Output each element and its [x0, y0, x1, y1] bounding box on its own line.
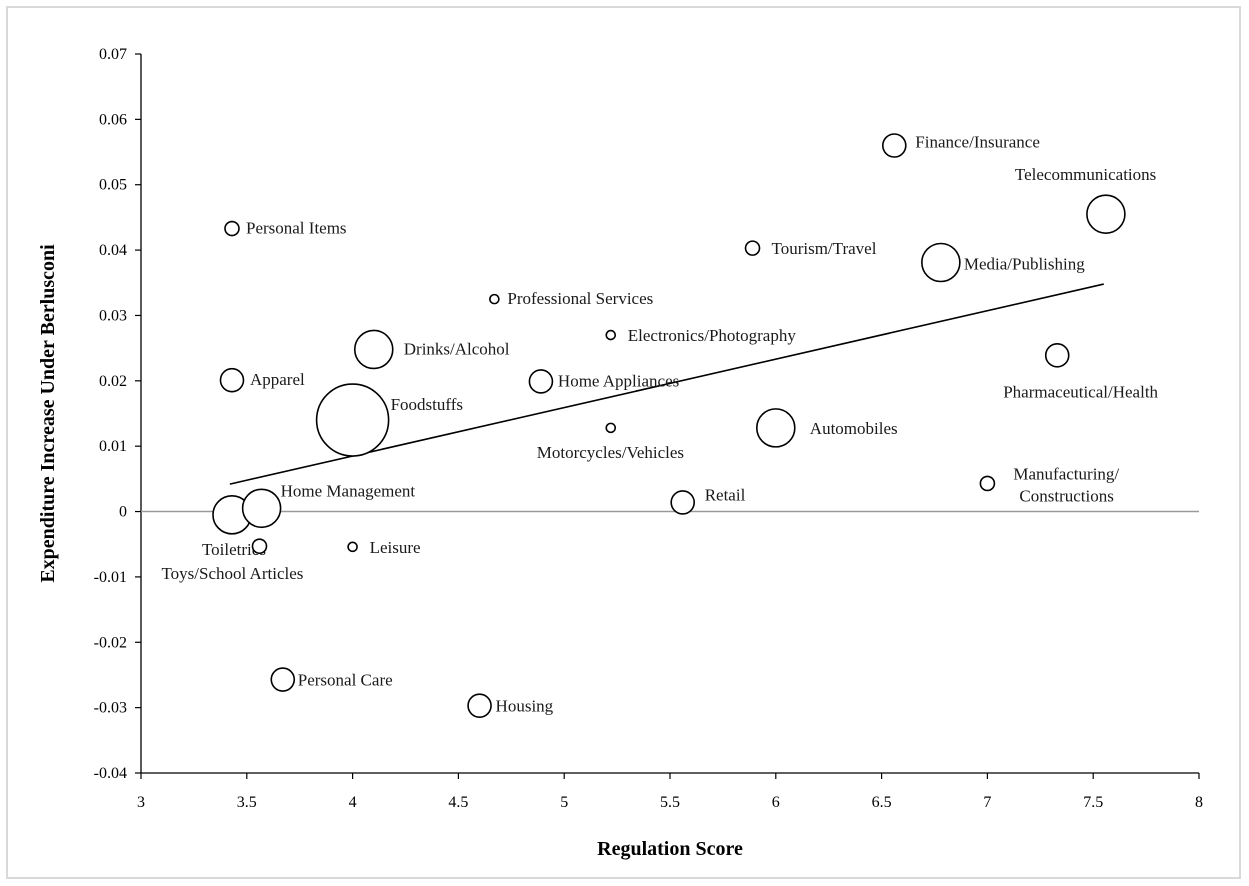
data-point — [605, 422, 617, 434]
data-point — [467, 693, 492, 718]
y-tick-label: 0.07 — [99, 46, 127, 63]
data-point-label: Telecommunications — [1015, 165, 1156, 184]
y-axis-title: Expenditure Increase Under Berlusconi — [37, 244, 59, 583]
y-tick-label: -0.02 — [94, 634, 127, 651]
data-point-label: Apparel — [250, 370, 305, 389]
data-point-label: Pharmaceutical/Health — [1003, 382, 1158, 401]
data-point-label: Personal Items — [246, 219, 347, 238]
data-point — [353, 329, 394, 370]
data-point — [270, 667, 296, 692]
data-point-label: Media/Publishing — [964, 255, 1085, 274]
data-point-label: Home Appliances — [558, 371, 679, 390]
y-tick-label: 0.01 — [99, 438, 127, 455]
y-tick-label: -0.01 — [94, 569, 127, 586]
data-point-label: Leisure — [370, 538, 421, 557]
data-point-label: Foodstuffs — [391, 395, 463, 414]
data-point — [489, 293, 500, 305]
data-point — [670, 490, 695, 515]
data-point — [921, 242, 961, 283]
data-point — [224, 220, 240, 237]
y-tick-label: 0.04 — [99, 242, 127, 259]
data-point-label: Finance/Insurance — [915, 133, 1040, 152]
data-point-label: Drinks/Alcohol — [404, 339, 510, 358]
data-point — [755, 408, 796, 448]
x-tick-label: 7.5 — [1083, 794, 1103, 811]
data-point — [881, 133, 907, 158]
y-tick-label: 0.02 — [99, 373, 127, 390]
data-point — [241, 488, 282, 529]
data-point — [315, 383, 390, 457]
trend-line — [229, 283, 1104, 485]
y-tick-label: 0.05 — [99, 177, 127, 194]
data-point — [251, 538, 268, 554]
data-point-label: Toys/School Articles — [161, 564, 303, 583]
data-point — [1044, 343, 1070, 368]
y-tick-label: -0.04 — [94, 765, 127, 782]
x-axis-title: Regulation Score — [597, 838, 743, 860]
data-point-label: Home Management — [281, 481, 416, 500]
x-tick-label: 4 — [349, 794, 357, 811]
data-point-label: Professional Services — [507, 289, 653, 308]
x-tick-label: 6.5 — [872, 794, 892, 811]
x-tick-label: 5 — [560, 794, 568, 811]
data-point-label: Tourism/Travel — [772, 239, 877, 258]
x-tick-label: 3.5 — [237, 794, 257, 811]
data-point-label: Toiletries — [202, 540, 266, 559]
data-point-label: Motorcycles/Vehicles — [537, 443, 684, 462]
x-tick-label: 3 — [137, 794, 145, 811]
x-tick-label: 6 — [772, 794, 780, 811]
data-point-label: Housing — [496, 697, 554, 716]
data-point — [347, 541, 358, 553]
x-tick-label: 4.5 — [448, 794, 468, 811]
data-point-label: Manufacturing/Constructions — [1013, 464, 1119, 505]
y-tick-label: 0.03 — [99, 307, 127, 324]
data-point — [744, 240, 761, 256]
data-point-label: Retail — [705, 485, 746, 504]
y-tick-label: 0.06 — [99, 111, 127, 128]
data-point — [605, 329, 617, 341]
x-tick-label: 5.5 — [660, 794, 680, 811]
data-point-label: Personal Care — [298, 671, 393, 690]
y-tick-label: -0.03 — [94, 700, 127, 717]
data-point — [1086, 194, 1126, 234]
y-tick-label: 0 — [119, 504, 127, 521]
data-point — [528, 369, 554, 394]
chart-frame — [6, 6, 1241, 879]
data-point — [979, 475, 996, 492]
data-point-label: Electronics/Photography — [628, 326, 797, 345]
data-point — [219, 367, 245, 393]
x-tick-label: 7 — [983, 794, 991, 811]
x-tick-label: 8 — [1195, 794, 1203, 811]
data-point-label: Automobiles — [810, 419, 898, 438]
